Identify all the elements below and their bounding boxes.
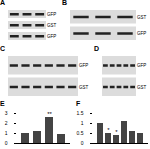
html-text:A: A (0, 0, 6, 6)
svg-text:1.5: 1.5 (77, 110, 84, 116)
svg-text:GFP: GFP (47, 12, 56, 17)
html-text:E: E (0, 100, 5, 107)
svg-text:0: 0 (81, 140, 84, 146)
html-text:D: D (94, 45, 100, 52)
svg-text:**: ** (47, 111, 52, 117)
svg-text:*: * (115, 129, 118, 135)
svg-text:GST: GST (79, 85, 89, 90)
svg-text:GFP: GFP (137, 31, 146, 36)
html-text:B: B (62, 0, 68, 6)
svg-text:*: * (107, 127, 110, 133)
svg-text:GST: GST (137, 85, 147, 90)
svg-text:0: 0 (5, 140, 8, 146)
svg-text:0.5: 0.5 (77, 130, 84, 136)
svg-text:GFP: GFP (79, 63, 88, 68)
svg-text:1: 1 (5, 130, 8, 136)
svg-text:3: 3 (5, 110, 8, 116)
svg-text:1: 1 (81, 120, 84, 126)
html-text:C: C (0, 45, 6, 52)
svg-text:GFP: GFP (137, 63, 146, 68)
svg-text:GST: GST (137, 15, 147, 20)
svg-text:GST: GST (47, 23, 57, 28)
svg-text:GFP: GFP (47, 34, 56, 39)
html-text:F: F (76, 100, 81, 107)
svg-text:2: 2 (5, 120, 8, 126)
